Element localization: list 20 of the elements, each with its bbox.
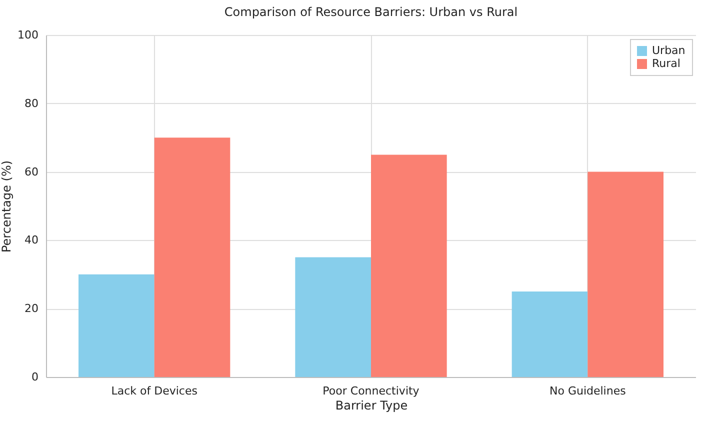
x-tick-label: Lack of Devices — [111, 384, 198, 398]
bar — [371, 154, 447, 377]
y-axis-title: Percentage (%) — [0, 160, 14, 253]
x-tick-label: No Guidelines — [549, 384, 626, 398]
y-tick-label: 40 — [24, 234, 38, 247]
legend-label: Rural — [652, 57, 680, 70]
bar — [295, 257, 371, 377]
x-tick-label: Poor Connectivity — [322, 384, 420, 398]
bar — [588, 172, 664, 377]
y-tick-label: 100 — [18, 28, 38, 42]
bar — [512, 292, 588, 377]
bar — [78, 274, 154, 377]
y-tick-label: 80 — [24, 96, 38, 110]
x-axis-title: Barrier Type — [335, 398, 408, 412]
y-tick-label: 60 — [24, 165, 38, 178]
y-tick-label: 20 — [24, 302, 38, 316]
chart-title: Comparison of Resource Barriers: Urban vs Rural — [224, 5, 518, 19]
bar — [154, 138, 230, 377]
legend-label: Urban — [652, 44, 686, 57]
y-tick-label: 0 — [32, 370, 38, 384]
